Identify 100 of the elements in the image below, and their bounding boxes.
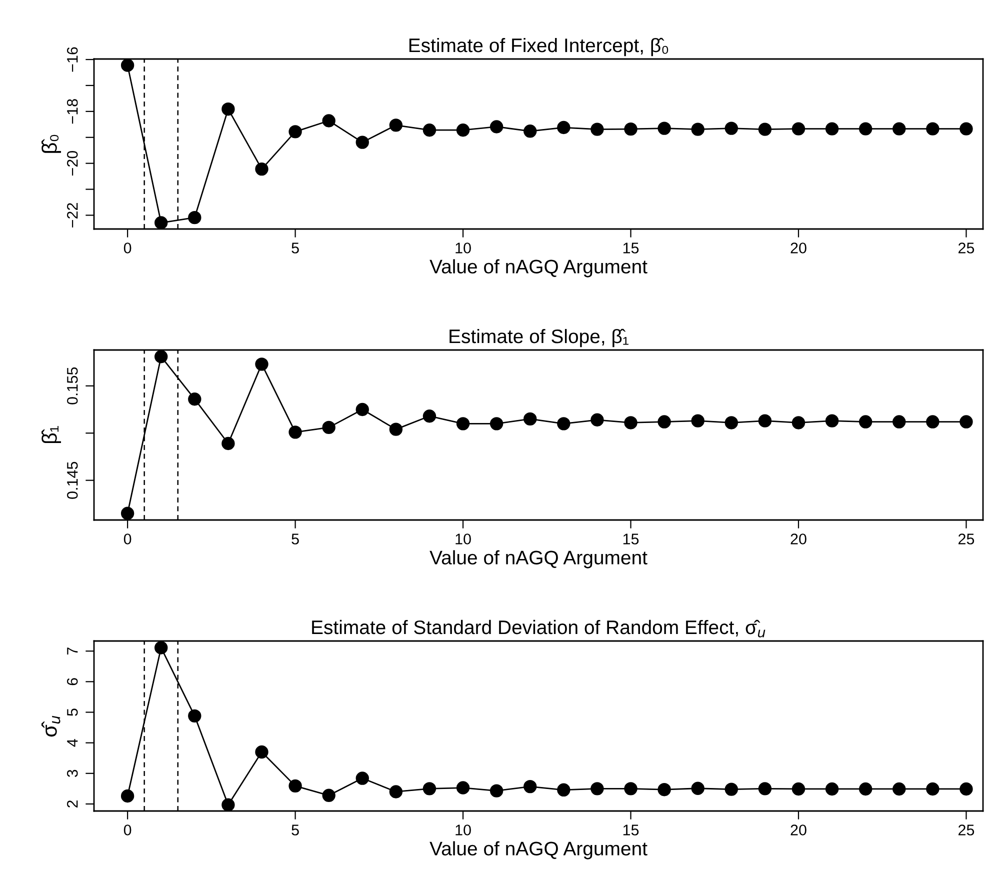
x-tick-label: 20 — [790, 824, 806, 836]
point — [926, 782, 940, 796]
x-tick-label: 10 — [456, 242, 471, 254]
point — [288, 426, 302, 439]
point — [456, 124, 470, 137]
point — [456, 781, 470, 794]
y-tick-label: −18 — [66, 99, 78, 124]
point — [691, 782, 704, 795]
point — [356, 402, 369, 416]
x-tick-label: 20 — [790, 242, 806, 254]
point — [154, 641, 168, 654]
y-tick-label: −20 — [66, 150, 78, 176]
point — [222, 436, 235, 450]
y-tick-label: 4 — [67, 739, 78, 747]
y-axis-title: σ̂$_{u}$ — [41, 716, 60, 737]
y-tick-label: 2 — [66, 800, 78, 808]
point — [288, 125, 302, 138]
x-tick-label: 0 — [124, 242, 132, 254]
y-tick-label: 5 — [67, 708, 78, 716]
point — [490, 784, 504, 798]
point — [322, 420, 336, 434]
point — [222, 102, 235, 116]
point — [288, 779, 302, 793]
chart-title: Estimate of Slope, β̂₁ — [450, 328, 628, 348]
point — [792, 782, 806, 796]
point — [658, 122, 671, 135]
point — [658, 783, 671, 796]
x-tick-label: 15 — [623, 534, 639, 544]
x-tick-label: 10 — [456, 534, 471, 544]
point — [154, 350, 168, 364]
chart-title: Estimate of Fixed Intercept, β̂₀ — [409, 38, 668, 56]
point — [422, 782, 436, 796]
point — [792, 416, 806, 430]
point — [120, 59, 134, 72]
point — [557, 120, 570, 134]
point — [524, 124, 537, 138]
point — [691, 122, 704, 136]
point — [590, 122, 604, 136]
point — [858, 782, 872, 796]
y-axis-title: β̂₀ — [42, 134, 62, 153]
y-tick-label: 6 — [66, 678, 78, 686]
x-axis-title: Value of nAGQ Argument — [430, 841, 648, 860]
point — [724, 416, 738, 430]
point — [422, 410, 436, 423]
point — [624, 416, 638, 430]
point — [389, 422, 403, 436]
point — [892, 782, 906, 796]
x-tick-label: 15 — [623, 242, 639, 254]
x-tick-label: 10 — [456, 824, 471, 836]
point — [389, 785, 403, 798]
point — [926, 415, 940, 428]
point — [825, 122, 839, 136]
point — [590, 782, 604, 796]
point — [892, 415, 906, 428]
point — [858, 415, 872, 428]
x-tick-label: 5 — [292, 824, 299, 836]
point — [356, 772, 369, 785]
x-tick-label: 15 — [623, 824, 639, 836]
x-tick-label: 25 — [958, 824, 974, 836]
point — [960, 782, 973, 796]
point — [724, 122, 738, 135]
y-tick-label: 0.145 — [66, 462, 78, 499]
y-tick-label: −16 — [66, 47, 78, 72]
x-tick-label: 5 — [292, 534, 299, 544]
point — [490, 417, 504, 430]
point — [724, 782, 738, 796]
y-tick-label: 0.155 — [66, 367, 78, 404]
point — [456, 417, 470, 430]
point — [255, 358, 268, 371]
point — [120, 506, 134, 520]
point — [926, 122, 940, 136]
x-tick-label: 5 — [292, 242, 299, 254]
y-axis-title: β̂₁ — [42, 426, 62, 444]
x-tick-label: 25 — [958, 534, 974, 544]
x-tick-label: 0 — [124, 534, 132, 544]
point — [389, 118, 403, 132]
x-tick-label: 20 — [790, 534, 806, 544]
y-tick-label: −22 — [66, 203, 78, 228]
point — [188, 709, 202, 723]
point — [222, 798, 235, 811]
point — [624, 782, 638, 796]
point — [892, 122, 906, 136]
point — [960, 122, 973, 136]
point — [322, 114, 336, 128]
x-axis-title: Value of nAGQ Argument — [430, 550, 648, 568]
point — [524, 780, 537, 794]
point — [490, 120, 504, 134]
y-tick-label: 7 — [67, 648, 78, 655]
point — [758, 414, 772, 428]
point — [557, 783, 570, 796]
point — [624, 122, 638, 136]
point — [422, 124, 436, 137]
x-tick-label: 0 — [124, 824, 132, 836]
x-tick-label: 25 — [958, 242, 974, 254]
point — [188, 210, 202, 224]
point — [255, 745, 268, 759]
point — [188, 392, 202, 406]
point — [825, 782, 839, 796]
point — [758, 782, 772, 796]
x-axis-title: Value of nAGQ Argument — [430, 259, 648, 278]
